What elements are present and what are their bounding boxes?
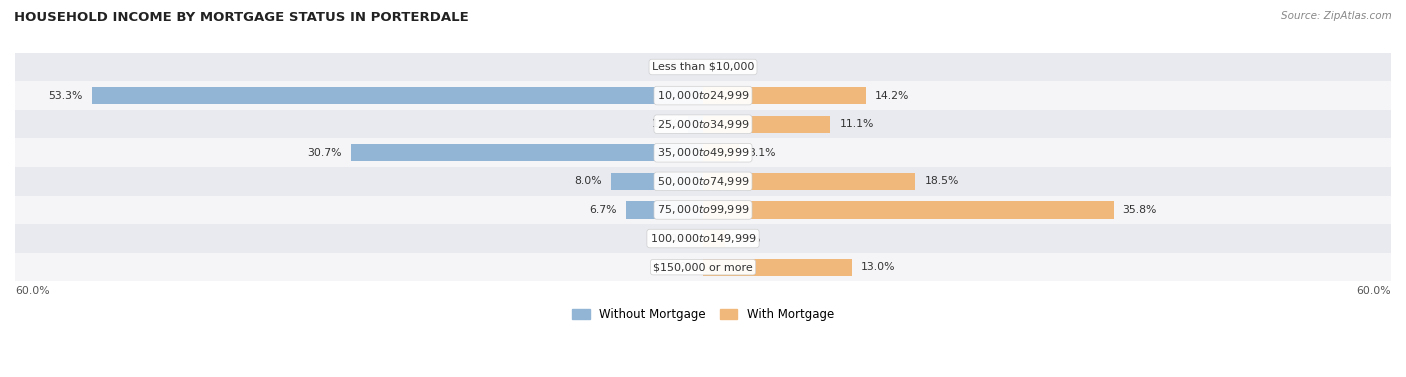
Bar (15, 253, 1391, 281)
Bar (612, 173, 703, 190)
Text: 6.7%: 6.7% (589, 205, 617, 215)
Bar (703, 230, 724, 247)
Legend: Without Mortgage, With Mortgage: Without Mortgage, With Mortgage (567, 303, 839, 326)
Text: 30.7%: 30.7% (308, 148, 342, 158)
Text: 13.0%: 13.0% (862, 262, 896, 272)
Bar (703, 116, 831, 133)
Bar (15, 53, 1391, 81)
Text: $25,000 to $34,999: $25,000 to $34,999 (657, 118, 749, 131)
Text: 60.0%: 60.0% (1357, 286, 1391, 296)
Bar (703, 259, 852, 276)
Text: 0.0%: 0.0% (709, 62, 737, 72)
Text: 0.0%: 0.0% (669, 62, 697, 72)
Text: 8.0%: 8.0% (575, 176, 602, 186)
Bar (15, 224, 1391, 253)
Bar (352, 144, 703, 161)
Text: 1.9%: 1.9% (734, 233, 762, 244)
Text: $150,000 or more: $150,000 or more (654, 262, 752, 272)
Bar (15, 196, 1391, 224)
Text: 0.0%: 0.0% (669, 233, 697, 244)
Text: $100,000 to $149,999: $100,000 to $149,999 (650, 232, 756, 245)
Text: $75,000 to $99,999: $75,000 to $99,999 (657, 204, 749, 216)
Text: 18.5%: 18.5% (924, 176, 959, 186)
Text: $10,000 to $24,999: $10,000 to $24,999 (657, 89, 749, 102)
Text: 11.1%: 11.1% (839, 119, 873, 129)
Text: 60.0%: 60.0% (15, 286, 49, 296)
Text: Source: ZipAtlas.com: Source: ZipAtlas.com (1281, 11, 1392, 21)
Text: 53.3%: 53.3% (48, 90, 83, 101)
Text: 3.1%: 3.1% (748, 148, 775, 158)
Bar (703, 87, 866, 104)
Bar (703, 173, 915, 190)
Bar (688, 116, 703, 133)
Bar (15, 81, 1391, 110)
Text: HOUSEHOLD INCOME BY MORTGAGE STATUS IN PORTERDALE: HOUSEHOLD INCOME BY MORTGAGE STATUS IN P… (14, 11, 468, 24)
Text: 0.0%: 0.0% (669, 262, 697, 272)
Text: 14.2%: 14.2% (875, 90, 910, 101)
Text: 35.8%: 35.8% (1122, 205, 1157, 215)
Bar (626, 201, 703, 219)
Bar (703, 201, 1114, 219)
Text: $35,000 to $49,999: $35,000 to $49,999 (657, 146, 749, 159)
Text: $50,000 to $74,999: $50,000 to $74,999 (657, 175, 749, 188)
Bar (703, 144, 738, 161)
Text: 1.3%: 1.3% (651, 119, 679, 129)
Bar (15, 167, 1391, 196)
Bar (15, 138, 1391, 167)
Bar (91, 87, 703, 104)
Bar (15, 110, 1391, 138)
Text: Less than $10,000: Less than $10,000 (652, 62, 754, 72)
